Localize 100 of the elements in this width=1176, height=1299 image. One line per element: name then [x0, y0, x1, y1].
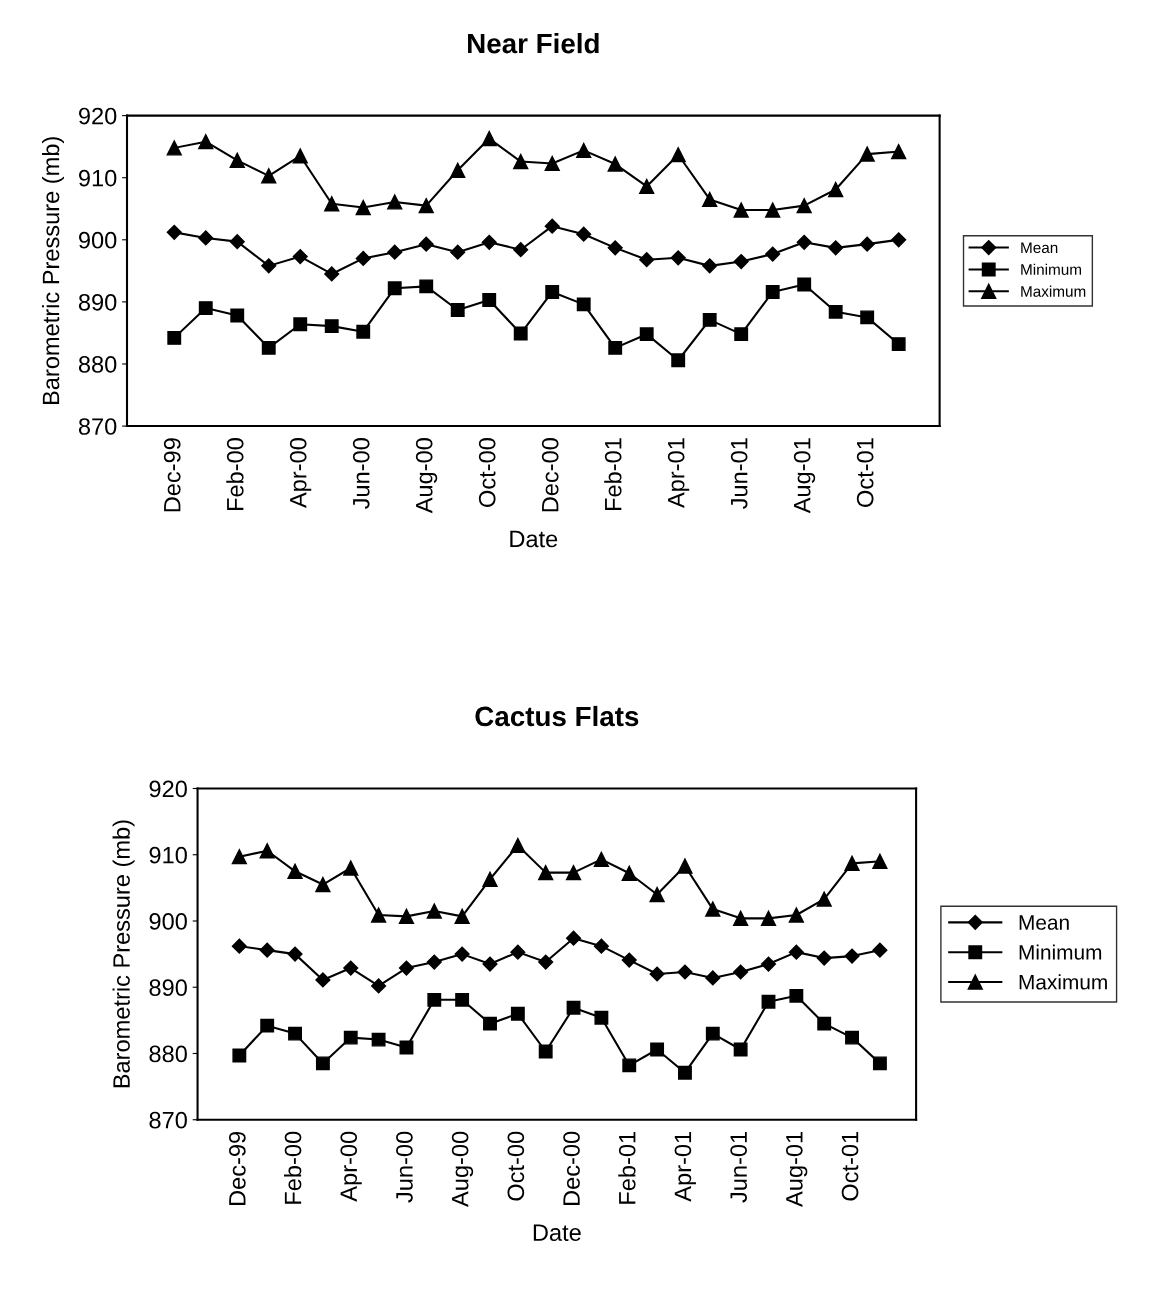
- point: [398, 960, 415, 976]
- y-tick-label: 880: [149, 1045, 187, 1063]
- chart-title: Near Field: [468, 32, 599, 54]
- point: [483, 1016, 497, 1031]
- point: [565, 930, 582, 946]
- x-tick-label: Apr-00: [340, 1131, 362, 1202]
- point: [166, 224, 182, 240]
- x-tick-label: Dec-99: [228, 1131, 246, 1206]
- point: [198, 134, 214, 150]
- point: [260, 1018, 275, 1033]
- point: [315, 1056, 330, 1071]
- point: [538, 864, 554, 881]
- point: [371, 978, 387, 994]
- point: [859, 236, 875, 252]
- point: [261, 258, 277, 274]
- x-tick-label: Feb-00: [226, 438, 244, 511]
- point: [287, 946, 303, 962]
- point: [166, 140, 182, 156]
- point: [765, 202, 781, 218]
- x-tick-label: Aug-00: [451, 1131, 474, 1207]
- point: [198, 230, 214, 246]
- point: [513, 326, 528, 341]
- point: [733, 910, 749, 926]
- point: [343, 860, 359, 876]
- point: [370, 907, 387, 923]
- point: [891, 232, 907, 248]
- point: [797, 277, 812, 292]
- point: [733, 202, 749, 218]
- point: [828, 181, 844, 198]
- point: [789, 988, 804, 1003]
- point: [891, 337, 906, 352]
- y-tick-label: 920: [79, 107, 117, 125]
- point: [650, 1042, 665, 1057]
- point: [419, 279, 434, 294]
- point: [418, 198, 434, 214]
- point: [481, 234, 497, 250]
- point: [607, 240, 623, 256]
- point: [315, 876, 331, 893]
- x-tick-label: Jun-00: [396, 1131, 413, 1203]
- point: [671, 353, 686, 368]
- y-tick-label: 890: [149, 979, 187, 997]
- point: [513, 153, 529, 170]
- x-tick-label: Dec-00: [541, 438, 559, 512]
- point: [705, 1026, 720, 1041]
- point: [292, 148, 308, 164]
- y-axis-title: Barometric Pressure (mb): [42, 137, 64, 405]
- point: [482, 956, 498, 972]
- legend-label: Minimum: [1021, 263, 1081, 275]
- point: [231, 938, 247, 954]
- point: [860, 310, 875, 325]
- x-tick-label: Oct-01: [841, 1132, 859, 1201]
- point: [733, 964, 749, 980]
- point: [872, 1056, 887, 1071]
- point: [510, 944, 526, 960]
- y-tick-label: 910: [79, 169, 117, 187]
- point: [510, 837, 526, 854]
- point: [544, 218, 560, 234]
- point: [593, 851, 610, 868]
- point: [593, 938, 609, 954]
- x-axis-title: Date: [510, 530, 558, 548]
- point: [844, 948, 860, 964]
- x-tick-label: Oct-00: [478, 438, 496, 507]
- point: [565, 864, 582, 881]
- point: [292, 248, 308, 265]
- point: [733, 253, 749, 270]
- x-axis-title: Date: [533, 1224, 581, 1241]
- x-tick-label: Oct-00: [507, 1131, 525, 1201]
- point: [398, 908, 415, 924]
- point: [828, 304, 843, 319]
- point: [355, 199, 371, 216]
- point: [566, 1000, 581, 1015]
- point: [845, 1030, 859, 1045]
- point: [371, 1032, 386, 1047]
- point: [622, 1058, 637, 1073]
- x-tick-label: Apr-01: [674, 1132, 696, 1202]
- y-tick-label: 890: [78, 293, 117, 311]
- point: [608, 340, 623, 355]
- point: [259, 942, 275, 958]
- y-tick-label: 880: [78, 356, 117, 373]
- x-tick-label: Dec-00: [563, 1131, 580, 1206]
- point: [670, 250, 686, 266]
- point: [343, 960, 359, 976]
- legend-label: Maximum: [1019, 974, 1107, 990]
- point: [576, 226, 592, 242]
- y-tick-label: 920: [149, 780, 187, 798]
- point: [230, 308, 245, 323]
- point: [859, 146, 875, 162]
- point: [450, 162, 466, 178]
- point: [356, 324, 371, 339]
- point: [482, 293, 497, 307]
- point: [450, 303, 465, 317]
- point: [796, 234, 812, 250]
- point: [198, 301, 213, 316]
- point: [576, 142, 592, 159]
- point: [455, 992, 470, 1007]
- x-tick-label: Jun-01: [730, 1131, 747, 1203]
- x-tick-label: Apr-01: [667, 438, 690, 508]
- x-tick-label: Aug-00: [415, 438, 438, 514]
- point: [649, 966, 665, 982]
- point: [288, 1026, 302, 1041]
